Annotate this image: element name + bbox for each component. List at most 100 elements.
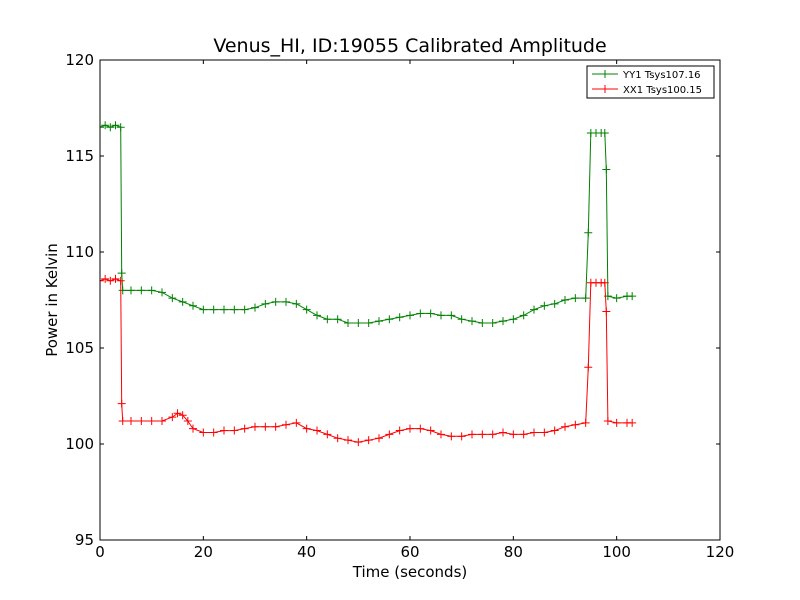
data-point [292,299,301,308]
data-point [118,286,127,295]
series-layer [100,121,637,447]
y-tick-label: 110 [65,243,94,261]
series-line-1 [100,278,633,443]
data-point [447,311,456,320]
data-point [199,428,208,437]
data-point [426,309,435,318]
y-axis-label: Power in Kelvin [43,243,61,357]
data-point [116,123,125,132]
data-point [600,278,609,287]
x-tick-label: 0 [95,543,105,561]
data-point [240,424,249,433]
data-point [478,319,487,328]
data-point [540,301,549,310]
data-point [612,294,621,303]
data-point [602,307,611,316]
y-axis: 95 100 105 110 115 120 [65,51,720,549]
data-point [137,416,146,425]
data-point [488,319,497,328]
x-tick-label: 120 [706,543,735,561]
data-point [220,426,228,435]
data-point [509,430,518,439]
data-point [406,424,414,433]
data-point [147,286,156,295]
x-axis: 0 20 40 60 80 100 120 [95,60,734,561]
data-point [117,399,126,408]
data-point [406,311,414,320]
data-point [468,317,476,326]
y-tick-label: 105 [65,339,94,357]
data-point [209,305,218,314]
y-tick-label: 120 [65,51,94,69]
data-point [354,319,363,328]
x-tick-label: 60 [400,543,419,561]
data-point [147,416,156,425]
data-point [302,424,311,433]
data-point [282,420,290,429]
data-point [101,121,110,130]
data-point [416,309,425,318]
data-point [437,430,445,439]
data-point [488,430,497,439]
data-point [116,276,125,285]
data-point [168,413,177,422]
data-point [189,424,197,433]
data-point [426,426,435,435]
data-point [178,297,187,306]
data-point [499,428,507,437]
data-point [117,269,126,278]
data-point [106,123,115,132]
legend-label-xx1: XX1 Tsys100.15 [623,85,702,96]
data-point [550,299,559,308]
data-point [240,305,249,314]
data-point [183,416,192,425]
data-point [628,418,637,427]
data-point [251,303,259,312]
data-point [519,311,528,320]
data-point [499,317,507,326]
data-point [385,315,394,324]
data-point [189,301,197,310]
x-tick-label: 40 [297,543,316,561]
data-point [118,416,127,425]
data-point [127,416,135,425]
data-point [395,426,404,435]
data-point [106,276,115,285]
data-point [364,319,373,328]
data-point [571,420,580,429]
data-point [261,422,270,431]
data-point [561,296,569,304]
y-tick-label: 95 [75,531,94,549]
data-point [111,274,120,283]
data-point [137,286,146,295]
data-point [437,311,445,320]
legend-label-yy1: YY1 Tsys107.16 [622,70,701,81]
data-point [100,123,104,132]
data-point [209,428,218,437]
x-tick-label: 20 [194,543,213,561]
data-point [158,416,166,425]
data-point [251,422,259,431]
data-point [509,315,518,324]
data-point [385,430,394,439]
data-point [173,409,182,418]
data-point [561,422,569,431]
data-point [530,428,538,437]
data-point [603,416,612,425]
data-point [313,311,321,320]
data-point [199,305,208,314]
data-point [323,315,332,324]
data-point [230,305,239,314]
data-point [581,294,590,303]
data-point [519,430,528,439]
data-point [127,286,135,295]
data-point [100,276,104,285]
data-point [271,422,280,431]
y-tick-label: 100 [65,435,94,453]
data-point [292,418,301,427]
data-point [344,319,352,328]
data-point [333,434,342,443]
data-point [261,299,270,308]
data-point [302,305,311,314]
data-point [354,438,363,447]
